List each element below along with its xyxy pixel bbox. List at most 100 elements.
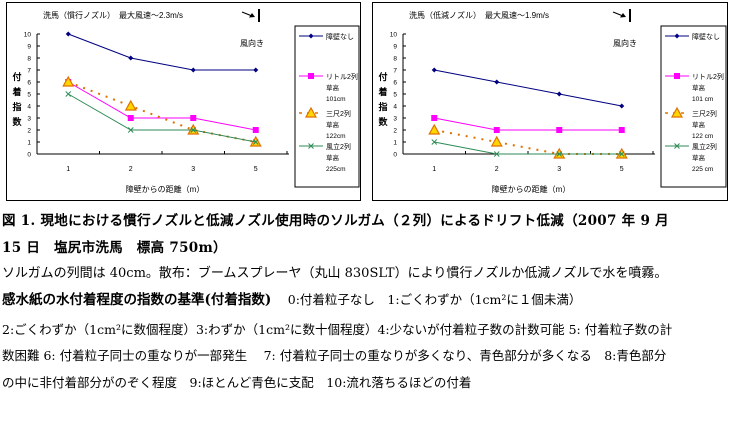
y-tick-label: 7 [27,68,31,75]
index-criteria-0-1: 0:付着粒子なし 1:ごくわずか（1cm²に１個未満） [271,292,582,307]
wind-direction-label: 風向き [613,38,637,48]
series-line [67,81,256,143]
series-0 [65,31,259,73]
y-tick-label: 6 [393,80,397,87]
y-tick-label: 5 [393,92,397,99]
y-axis-label-char: 着 [11,86,21,97]
y-axis-label-char: 着 [377,86,387,97]
y-tick-label: 2 [393,128,397,135]
legend-label: 障壁なし [692,32,720,41]
y-tick-label: 10 [24,32,32,39]
y-tick-label: 6 [27,80,31,87]
legend-label: 風立2列 [692,142,717,151]
series-2 [62,75,262,147]
series-line [434,69,622,107]
legend-item: 障壁なし [299,32,354,41]
data-point [65,31,71,37]
data-point [490,135,503,147]
legend-sublabel: 草高 [326,153,340,162]
data-point [431,139,438,145]
y-tick-label: 5 [27,92,31,99]
chart-panel-conventional-nozzle: 洗馬（慣行ノズル） 最大風速～2.3m/s 風向き 0 1 2 3 4 5 6 7 8 9 10 1 2 3 5… [6,2,361,201]
y-tick-label: 1 [27,140,31,147]
legend-sublabel: 122cm [326,133,346,140]
legend-item: 障壁なし [665,32,720,41]
y-tick-label: 10 [390,32,398,39]
y-tick-label: 4 [27,104,31,111]
data-point [127,127,134,133]
y-tick-label: 9 [393,44,397,51]
legend-sublabel: 225 cm [692,166,713,173]
y-axis-label-char: 数 [378,116,388,127]
x-tick-label: 2 [129,166,133,173]
legend-marker [308,143,314,149]
x-tick-label: 3 [191,166,195,173]
wind-arrow-shaft [241,11,253,17]
series-0 [431,67,625,109]
figure-caption-line-2: 15 日 塩尻市洗馬 標高 750m） [2,240,227,256]
data-point [190,127,197,133]
legend-label: リトル2列 [692,72,724,81]
legend-sublabel: 草高 [692,153,706,162]
legend-label: 障壁なし [326,32,354,41]
legend-marker [674,33,680,39]
data-point [190,67,196,73]
data-point [65,91,72,97]
y-axis-label-char: 指 [12,101,21,112]
data-point [493,151,500,157]
data-point [618,151,625,157]
x-tick-label: 5 [254,166,258,173]
wind-arrow-shaft [612,11,624,17]
legend-marker [674,143,680,149]
data-point [190,115,197,121]
legend-sublabel: 225cm [326,166,346,173]
legend-sublabel: 101cm [326,96,346,103]
figure-caption-line-1: 図 1. 現地における慣行ノズルと低減ノズル使用時のソルガム（２列）によるドリフ… [2,213,669,229]
y-tick-label: 9 [27,44,31,51]
index-criteria-line-4: の中に非付着部分がのぞく程度 9:ほとんど青色に支配 10:流れ落ちるほどの付着 [2,375,472,390]
data-point [127,115,134,121]
index-criteria-line-2: 2:ごくわずか（1cm²に数個程度）3:わずか（1cm²に数十個程度）4:少ない… [2,322,673,337]
legend-label: 三尺2列 [326,109,351,118]
y-tick-label: 0 [27,152,31,159]
data-point [252,139,259,145]
x-axis-label: 障壁からの距離（m） [492,184,571,194]
data-point [124,99,137,111]
legend-label: リトル2列 [326,72,358,81]
data-point [431,67,437,73]
series-line [434,117,622,131]
legend-marker [670,106,684,118]
wind-arrow-head [620,13,626,18]
y-tick-label: 8 [27,56,31,63]
legend-sublabel: 101 cm [692,96,713,103]
x-tick-label: 2 [495,166,499,173]
y-tick-label: 7 [393,68,397,75]
data-point [556,127,563,133]
index-criteria-heading: 感水紙の水付着程度の指数の基準(付着指数) [2,292,272,308]
series-1 [431,115,625,133]
y-axis-label-char: 数 [12,116,22,127]
wind-direction-icon [241,9,260,22]
data-point [556,151,563,157]
data-point [253,67,259,73]
data-point [62,75,75,87]
legend-marker [308,33,314,39]
chart-panel-low-drift-nozzle: 洗馬（低減ノズル） 最大風速～1.9m/s 風向き 0 1 2 3 4 5 6 7 8 9 10 1 2 3 5… [372,2,728,201]
legend-box [294,25,360,188]
series-line [434,129,622,155]
y-tick-label: 1 [393,140,397,147]
series-line [68,93,256,143]
data-point [252,127,259,133]
y-tick-label: 0 [393,152,397,159]
y-tick-label: 4 [393,104,397,111]
legend-marker [304,106,318,118]
legend-label: 三尺2列 [692,109,717,118]
legend-marker [308,73,314,79]
y-tick-label: 3 [27,116,31,123]
description-line: ソルガムの列間は 40cm。散布：ブームスプレーヤ（丸山 830SLT）により慣… [2,266,668,281]
